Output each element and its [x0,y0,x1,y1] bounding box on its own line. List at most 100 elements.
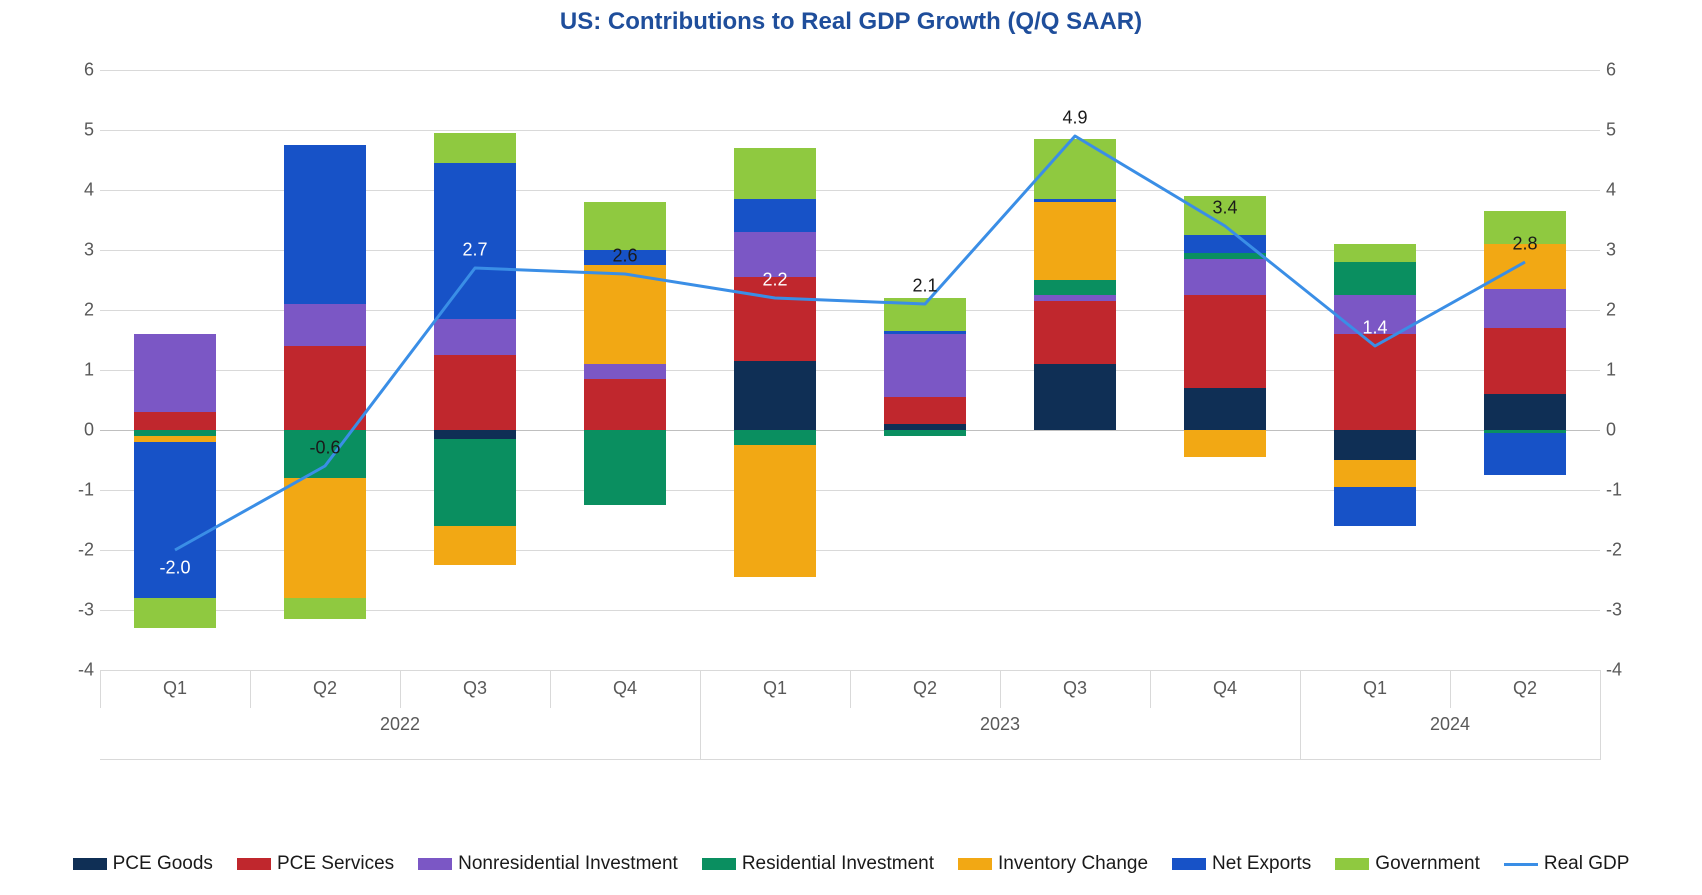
bar-segment-net_exports [1484,433,1567,475]
bar-segment-inv_change [1034,202,1117,280]
legend-item-inv_change: Inventory Change [958,853,1148,875]
bar-segment-res_inv [884,430,967,436]
bar-segment-nonres_inv [584,364,667,379]
bar-segment-inv_change [584,265,667,364]
line-value-label: 2.2 [762,270,787,291]
y-tick-right: 2 [1606,300,1636,321]
quarter-separator [250,670,251,708]
legend-label: Residential Investment [742,853,934,875]
bar-segment-net_exports [1334,487,1417,526]
legend-swatch [418,858,452,870]
y-tick-left: -4 [64,660,94,681]
legend-label: Government [1375,853,1480,875]
y-tick-left: -1 [64,480,94,501]
line-value-label: -2.0 [159,558,190,579]
x-tick: Q2 [1513,678,1537,699]
bar-segment-government [734,148,817,199]
legend-label: Real GDP [1544,853,1630,875]
bar-segment-nonres_inv [1184,259,1267,295]
bar-group [284,70,367,670]
year-label: 2024 [1430,714,1470,735]
legend-swatch [958,858,992,870]
bar-segment-government [134,598,217,628]
line-value-label: 2.8 [1512,234,1537,255]
quarter-separator [400,670,401,708]
line-value-label: 2.1 [912,276,937,297]
x-tick: Q4 [1213,678,1237,699]
bar-segment-nonres_inv [434,319,517,355]
line-value-label: 4.9 [1062,108,1087,129]
bar-segment-pce_goods [1034,364,1117,430]
bar-segment-nonres_inv [1484,289,1567,328]
bar-segment-res_inv [584,430,667,505]
bar-group [884,70,967,670]
x-tick: Q1 [163,678,187,699]
bar-segment-res_inv [734,430,817,445]
bar-segment-government [1034,139,1117,199]
bar-segment-pce_services [1184,295,1267,388]
bar-segment-net_exports [1184,235,1267,253]
bar-segment-pce_services [1484,328,1567,394]
bar-segment-government [434,133,517,163]
legend-item-net_exports: Net Exports [1172,853,1311,875]
quarter-separator [850,670,851,708]
bar-segment-net_exports [1034,199,1117,202]
x-tick: Q1 [1363,678,1387,699]
line-value-label: -0.6 [309,438,340,459]
bar-segment-government [884,298,967,331]
legend-item-nonres_inv: Nonresidential Investment [418,853,678,875]
y-tick-left: -2 [64,540,94,561]
legend-item-res_inv: Residential Investment [702,853,934,875]
bar-segment-pce_services [584,379,667,430]
legend-item-pce_services: PCE Services [237,853,394,875]
bar-segment-inv_change [1334,460,1417,487]
bar-segment-pce_services [884,397,967,424]
legend-swatch [702,858,736,870]
legend-swatch [237,858,271,870]
y-tick-left: 4 [64,180,94,201]
chart-container: US: Contributions to Real GDP Growth (Q/… [0,0,1702,895]
bar-segment-res_inv [1334,262,1417,295]
quarter-separator [1450,670,1451,708]
line-value-label: 1.4 [1362,318,1387,339]
bar-segment-net_exports [284,145,367,304]
bar-segment-inv_change [1184,430,1267,457]
bar-segment-net_exports [734,199,817,232]
bar-segment-pce_goods [1484,394,1567,430]
y-tick-left: 5 [64,120,94,141]
y-tick-right: 6 [1606,60,1636,81]
x-tick: Q2 [913,678,937,699]
bar-segment-pce_goods [434,430,517,439]
bar-segment-government [284,598,367,619]
bar-segment-inv_change [434,526,517,565]
legend: PCE GoodsPCE ServicesNonresidential Inve… [60,853,1642,875]
y-tick-left: 0 [64,420,94,441]
chart-area: -4-4-3-3-2-2-1-100112233445566-2.0-0.62.… [60,60,1640,760]
bar-segment-nonres_inv [1034,295,1117,301]
y-tick-left: -3 [64,600,94,621]
bar-segment-res_inv [434,439,517,526]
bar-segment-pce_services [1334,334,1417,430]
y-tick-left: 6 [64,60,94,81]
bar-group [1334,70,1417,670]
quarter-separator [1150,670,1151,708]
quarter-separator [100,670,101,708]
bar-segment-government [1334,244,1417,262]
x-tick: Q3 [463,678,487,699]
chart-title: US: Contributions to Real GDP Growth (Q/… [0,8,1702,36]
legend-label: Nonresidential Investment [458,853,678,875]
bar-segment-government [584,202,667,250]
bar-group [1034,70,1117,670]
quarter-separator [550,670,551,708]
bar-group [134,70,217,670]
bar-segment-nonres_inv [284,304,367,346]
bar-segment-nonres_inv [134,334,217,412]
quarter-separator [1000,670,1001,708]
year-label: 2023 [980,714,1020,735]
quarter-separator [1300,670,1301,708]
bar-segment-res_inv [1034,280,1117,295]
y-tick-right: 4 [1606,180,1636,201]
bar-segment-pce_services [134,412,217,430]
x-tick: Q4 [613,678,637,699]
bar-segment-pce_services [284,346,367,430]
